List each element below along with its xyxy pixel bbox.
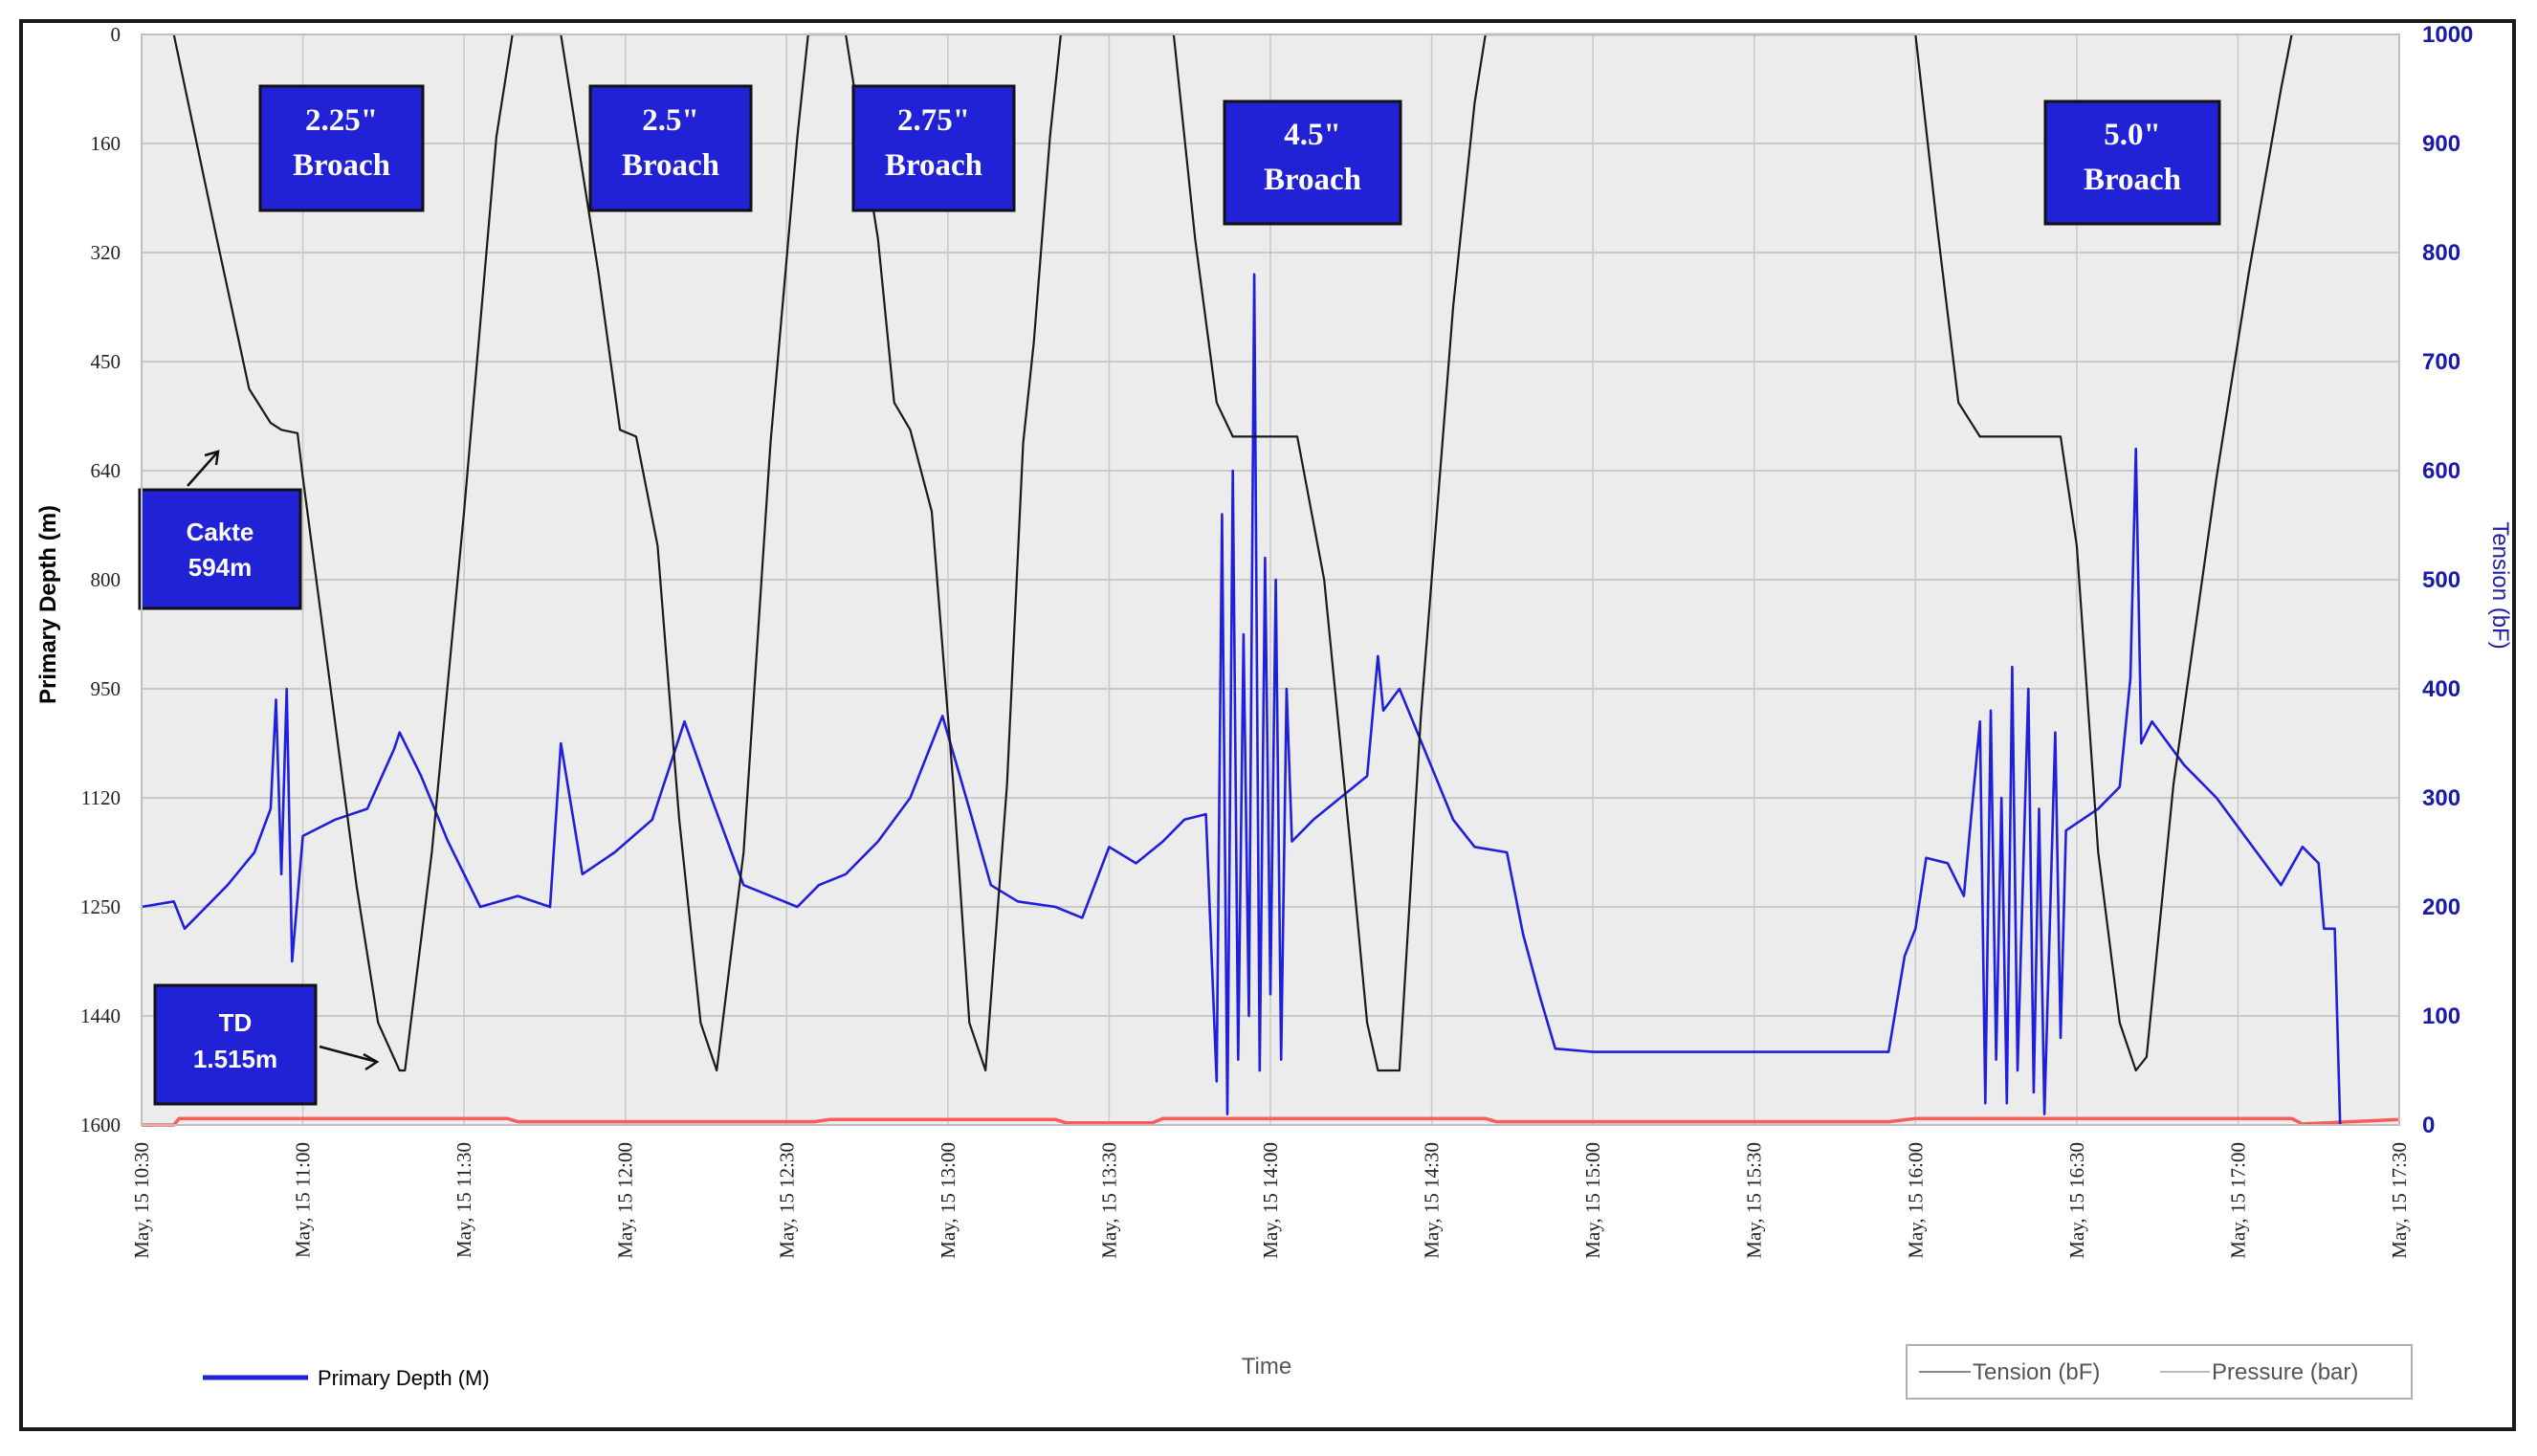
legend-pressure-label: Pressure (bar) bbox=[2212, 1359, 2358, 1385]
left-tick-label: 160 bbox=[91, 132, 121, 155]
right-tick-label: 900 bbox=[2422, 131, 2460, 157]
annotation-cakte: Cakte 594m bbox=[138, 488, 302, 610]
x-tick-label: May, 15 16:00 bbox=[1904, 1142, 1927, 1259]
annotation-2-75-broach: 2.75" Broach bbox=[851, 84, 1016, 212]
annotation-4-5-broach: 4.5" Broach bbox=[1223, 99, 1402, 226]
right-tick-label: 100 bbox=[2422, 1004, 2460, 1029]
annotation-cakte-line2: 594m bbox=[188, 553, 253, 582]
annotation-2-5-line2: Broach bbox=[622, 148, 719, 183]
right-tick-label: 700 bbox=[2422, 349, 2460, 375]
left-tick-label: 320 bbox=[91, 241, 121, 264]
x-tick-label: May, 15 12:30 bbox=[775, 1142, 798, 1259]
right-tick-label: 0 bbox=[2422, 1113, 2435, 1138]
x-tick-label: May, 15 10:30 bbox=[130, 1142, 153, 1259]
x-tick-label: May, 15 12:00 bbox=[614, 1142, 637, 1259]
annotation-2-5-line1: 2.5" bbox=[642, 103, 699, 138]
x-tick-label: May, 15 17:30 bbox=[2388, 1142, 2411, 1259]
x-tick-label: May, 15 14:00 bbox=[1259, 1142, 1282, 1259]
legend-right: Tension (bF) Pressure (bar) bbox=[1906, 1344, 2413, 1400]
left-tick-label: 640 bbox=[91, 459, 121, 482]
series-layer bbox=[141, 33, 2400, 1127]
plot-border bbox=[141, 33, 2400, 1126]
x-tick-label: May, 15 14:30 bbox=[1421, 1142, 1444, 1259]
annotation-5-0-broach: 5.0" Broach bbox=[2043, 99, 2221, 226]
x-tick-label: May, 15 13:00 bbox=[937, 1142, 960, 1259]
right-tick-label: 600 bbox=[2422, 458, 2460, 484]
x-axis-label: Time bbox=[1242, 1354, 1291, 1379]
annotation-td-line1: TD bbox=[219, 1008, 253, 1037]
legend-tension-label: Tension (bF) bbox=[1973, 1359, 2100, 1385]
annotation-2-25-broach: 2.25" Broach bbox=[258, 84, 425, 212]
left-axis-label: Primary Depth (m) bbox=[35, 505, 61, 704]
annotation-cakte-line1: Cakte bbox=[187, 518, 254, 546]
annotation-5-0-line2: Broach bbox=[2084, 163, 2181, 197]
x-tick-label: May, 15 15:00 bbox=[1581, 1142, 1604, 1259]
annotation-2-25-line1: 2.25" bbox=[305, 103, 378, 138]
right-tick-label: 300 bbox=[2422, 785, 2460, 811]
annotation-2-5-broach: 2.5" Broach bbox=[588, 84, 753, 212]
left-tick-label: 450 bbox=[91, 350, 121, 373]
left-tick-label: 0 bbox=[111, 23, 121, 46]
right-tick-label: 400 bbox=[2422, 676, 2460, 702]
x-tick-label: May, 15 16:30 bbox=[2065, 1142, 2088, 1259]
right-tick-label: 1000 bbox=[2422, 22, 2473, 48]
annotation-2-25-line2: Broach bbox=[293, 148, 390, 183]
x-axis-ticks: May, 15 10:30 May, 15 11:00 May, 15 11:30 M… bbox=[130, 1142, 2411, 1259]
x-tick-label: May, 15 13:30 bbox=[1097, 1142, 1120, 1259]
left-tick-label: 950 bbox=[91, 677, 121, 700]
legend-primary-depth: Primary Depth (M) bbox=[203, 1366, 490, 1390]
legend-primary-depth-label: Primary Depth (M) bbox=[318, 1366, 490, 1390]
annotation-td-line2: 1.515m bbox=[193, 1045, 277, 1073]
right-tick-label: 500 bbox=[2422, 567, 2460, 593]
series-line-pressure-bar bbox=[142, 1116, 2400, 1127]
left-tick-label: 1600 bbox=[80, 1114, 121, 1136]
x-tick-label: May, 15 17:00 bbox=[2226, 1142, 2249, 1259]
annotation-5-0-line1: 5.0" bbox=[2104, 118, 2161, 152]
right-axis-label: Tension (bF) bbox=[2487, 521, 2513, 649]
annotation-td: TD 1.515m bbox=[153, 983, 318, 1106]
cakte-arrow bbox=[187, 450, 220, 487]
left-tick-label: 1440 bbox=[80, 1004, 121, 1027]
left-tick-label: 1120 bbox=[81, 786, 121, 809]
annotation-4-5-line1: 4.5" bbox=[1284, 118, 1341, 152]
td-arrow bbox=[319, 1045, 380, 1071]
left-tick-label: 1250 bbox=[80, 895, 121, 918]
series-line-primary-depth-m bbox=[172, 33, 2293, 1072]
left-tick-label: 800 bbox=[91, 568, 121, 591]
annotation-4-5-line2: Broach bbox=[1264, 163, 1361, 197]
left-axis-ticks: 0 160 320 450 640 800 950 1120 1250 1440 1600 bbox=[80, 23, 121, 1136]
x-tick-label: May, 15 11:00 bbox=[292, 1142, 315, 1258]
right-tick-label: 200 bbox=[2422, 894, 2460, 920]
x-tick-label: May, 15 15:30 bbox=[1743, 1142, 1766, 1259]
annotation-2-75-line2: Broach bbox=[885, 148, 982, 183]
series-line-tension-bf bbox=[141, 273, 2342, 1126]
annotation-2-75-line1: 2.75" bbox=[897, 103, 970, 138]
x-tick-label: May, 15 11:30 bbox=[452, 1142, 475, 1258]
right-tick-label: 800 bbox=[2422, 240, 2460, 266]
